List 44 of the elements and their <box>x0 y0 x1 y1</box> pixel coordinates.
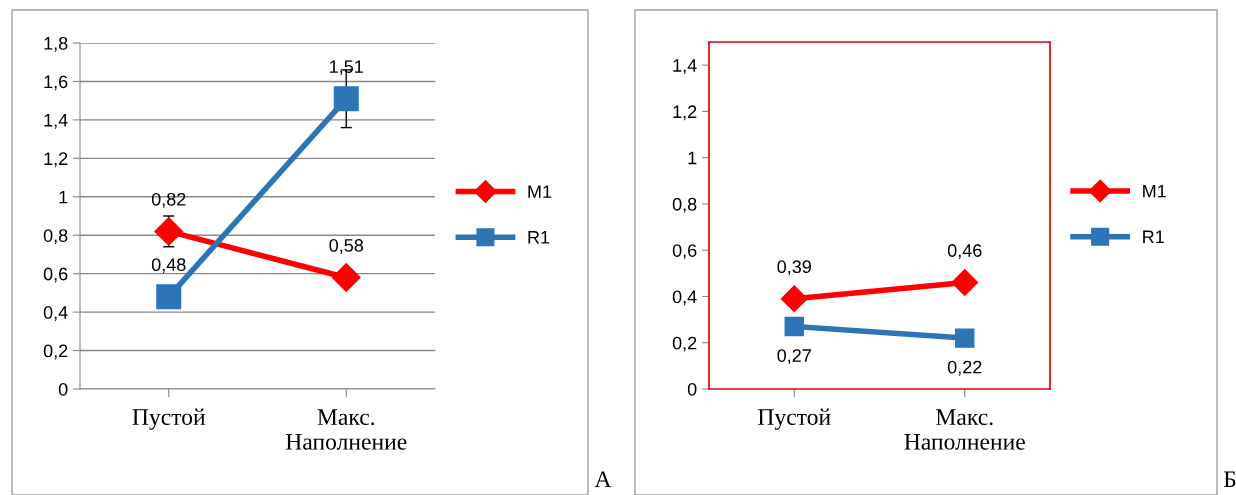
y-tick-label: 1,2 <box>44 152 68 168</box>
y-tick-label: 0,6 <box>672 244 697 260</box>
point <box>784 316 804 337</box>
y-tick-label: 1,2 <box>673 105 697 121</box>
point <box>333 86 359 112</box>
data-label: 0,58 <box>329 239 364 254</box>
point <box>331 263 361 292</box>
x-tick-label: Макс. Наполнение <box>285 409 407 450</box>
point <box>955 328 975 348</box>
legend-label: M1 <box>528 185 552 198</box>
y-tick-label: 0,2 <box>672 336 697 352</box>
point <box>156 284 182 310</box>
legend-label: R1 <box>1143 230 1164 244</box>
y-tick-label: 1 <box>59 190 68 204</box>
x-tick-label: Макс. Наполнение <box>904 409 1025 450</box>
legend-label: M1 <box>1143 184 1166 198</box>
data-label: 0,82 <box>151 192 186 208</box>
y-tick-label: 0,4 <box>672 290 697 306</box>
y-tick-label: 1 <box>688 151 697 165</box>
point <box>154 216 184 246</box>
y-tick-label: 1,6 <box>44 75 68 91</box>
y-tick-label: 0 <box>58 382 68 396</box>
data-label: 0,39 <box>777 260 811 276</box>
data-label: 0,27 <box>777 349 811 365</box>
data-label: 0,48 <box>151 258 186 274</box>
x-tick-label: Пустой <box>132 408 206 430</box>
y-tick-label: 0,4 <box>43 306 68 321</box>
y-tick-label: 1,4 <box>673 59 697 74</box>
point <box>951 269 979 297</box>
data-label: 1,51 <box>330 60 363 76</box>
data-label: 0,22 <box>947 360 982 376</box>
text: Б <box>1223 471 1236 487</box>
data-label: 0,46 <box>947 244 982 260</box>
y-tick-label: 0,6 <box>43 267 68 283</box>
y-tick-label: 0 <box>687 382 697 396</box>
y-tick-label: 1,8 <box>44 36 68 52</box>
legend-label: R1 <box>528 231 550 244</box>
x-tick-label: Пустой <box>758 408 831 430</box>
y-tick-label: 1,4 <box>44 114 68 129</box>
point <box>780 285 808 313</box>
y-tick-label: 0,8 <box>672 197 697 213</box>
y-tick-label: 0,8 <box>43 229 68 245</box>
text: А <box>594 471 612 487</box>
y-tick-label: 0,2 <box>43 344 68 360</box>
